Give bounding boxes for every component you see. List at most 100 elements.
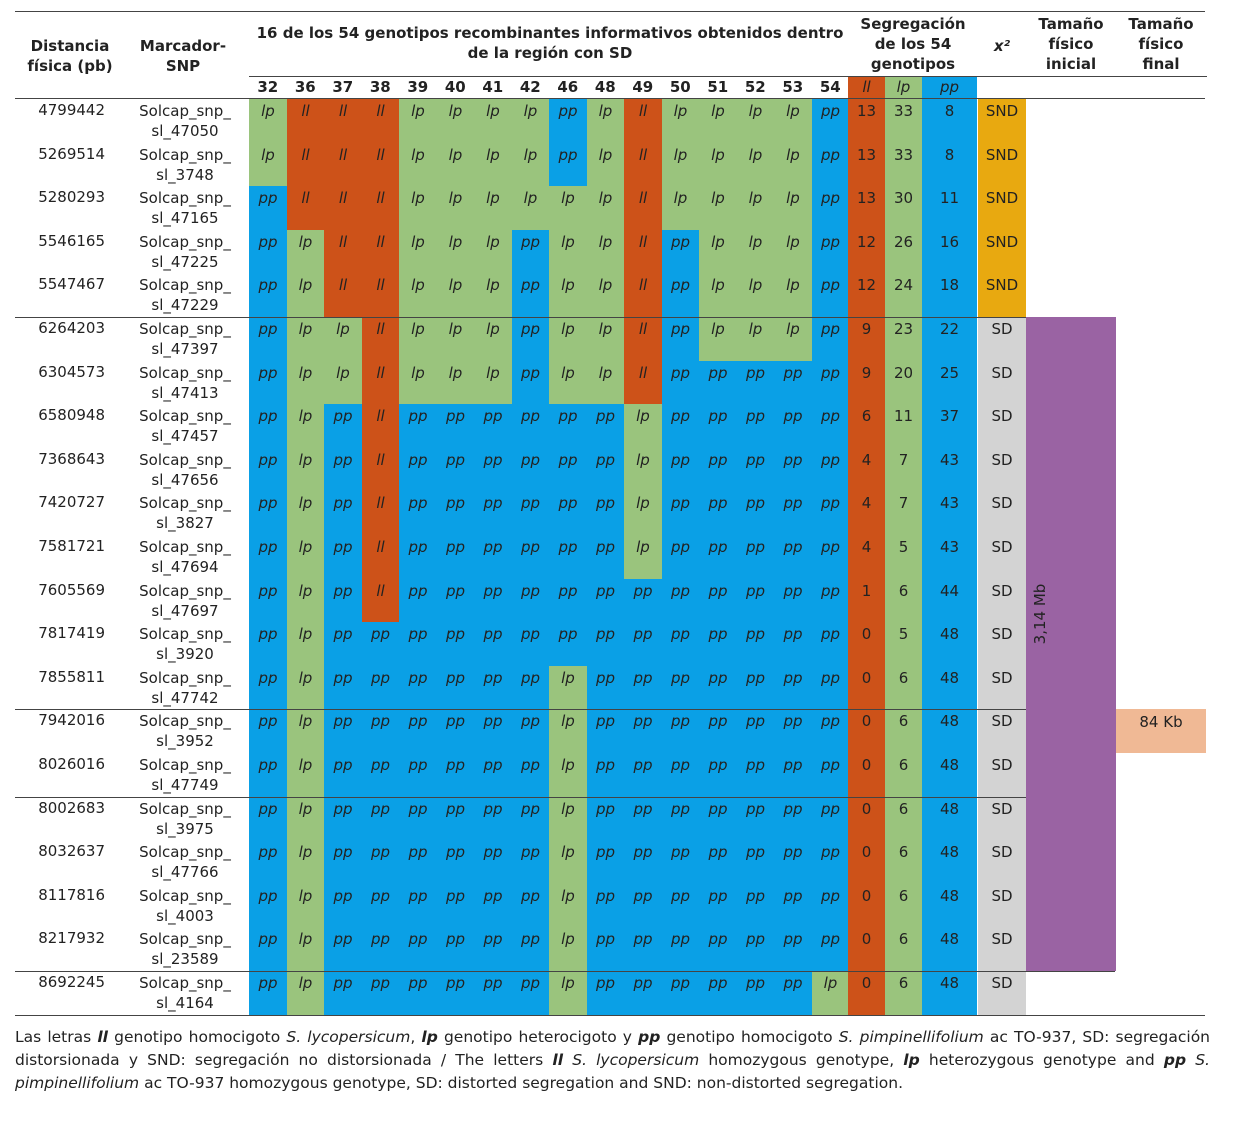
genotype-cell: lp: [549, 229, 587, 274]
chi-result: SD: [978, 883, 1026, 928]
genotype-cell: lp: [286, 709, 325, 754]
distance-value: 7855811: [38, 667, 105, 686]
genotype-cell: pp: [661, 229, 700, 274]
caption-fragment: S. lycopersicum: [286, 1028, 411, 1046]
genotype-cell: pp: [811, 883, 850, 928]
genotype-cell: pp: [699, 753, 737, 798]
rule-group: [15, 709, 1115, 711]
genotype-cell: ll: [361, 99, 400, 144]
genotype-cell: pp: [774, 360, 812, 405]
marker-line-1: Solcap_snp_: [139, 843, 231, 862]
genotype-cell: lp: [586, 186, 625, 231]
genotype-cell: lp: [399, 142, 437, 187]
genotype-cell: lp: [399, 99, 437, 144]
genotype-cell: pp: [511, 883, 550, 928]
marker-line-1: Solcap_snp_: [139, 320, 231, 338]
genotype-cell: pp: [511, 709, 550, 754]
genotype-cell: ll: [361, 273, 400, 318]
genotype-cell: lp: [286, 578, 325, 623]
genotype-cell: pp: [549, 99, 587, 144]
marker-line-1: Solcap_snp_: [139, 450, 231, 469]
chi-result: SND: [978, 142, 1026, 187]
distance-value: 5269514: [38, 144, 105, 163]
genotype-cell: ll: [324, 186, 362, 231]
genotype-cell: pp: [549, 535, 587, 580]
genotype-id: 51: [707, 78, 729, 96]
genotype-cell: pp: [361, 709, 400, 754]
genotype-cell: pp: [624, 578, 662, 623]
genotype-cell: pp: [361, 622, 400, 667]
genotype-cell: lp: [286, 665, 325, 710]
chi-result: SD: [978, 404, 1026, 449]
genotype-cell: pp: [661, 622, 700, 667]
genotype-cell: pp: [699, 883, 737, 928]
genotype-cell: pp: [774, 796, 812, 841]
segregation-count: 4: [848, 535, 885, 580]
genotype-cell: lp: [736, 317, 775, 362]
genotype-cell: pp: [474, 883, 512, 928]
segregation-count: 48: [922, 622, 977, 667]
genotype-cell: ll: [361, 491, 400, 536]
caption-fragment: homozygous genotype,: [699, 1051, 904, 1069]
genotype-cell: lp: [624, 404, 662, 449]
genotype-id: 52: [744, 78, 766, 96]
segregation-count: 0: [848, 927, 885, 972]
marker-line-2: sl_4164: [156, 994, 214, 1012]
genotype-cell: pp: [549, 404, 587, 449]
genotype-cell: pp: [586, 971, 625, 1016]
genotype-cell: ll: [624, 317, 662, 362]
segregation-count: 44: [922, 578, 977, 623]
genotype-cell: pp: [624, 971, 662, 1016]
genotype-cell: lp: [286, 317, 325, 362]
genotype-id: 46: [557, 78, 579, 96]
segregation-count: 33: [885, 142, 922, 187]
genotype-cell: ll: [361, 578, 400, 623]
genotype-cell: pp: [249, 709, 287, 754]
genotype-cell: pp: [324, 622, 362, 667]
segregation-count: 0: [848, 840, 885, 885]
segregation-count: 4: [848, 447, 885, 492]
segregation-count: 48: [922, 840, 977, 885]
genotype-cell: pp: [624, 622, 662, 667]
genotype-cell: ll: [286, 186, 325, 231]
genotype-cell: lp: [624, 491, 662, 536]
genotype-cell: pp: [774, 578, 812, 623]
genotype-cell: lp: [436, 229, 475, 274]
genotype-cell: pp: [586, 447, 625, 492]
marker-line-1: Solcap_snp_: [139, 145, 231, 164]
genotype-cell: pp: [699, 447, 737, 492]
size-initial-label: 3,14 Mb: [1031, 583, 1049, 645]
genotype-cell: ll: [361, 360, 400, 405]
segregation-count: 48: [922, 927, 977, 972]
genotype-cell: pp: [249, 578, 287, 623]
chi-result: SD: [978, 447, 1026, 492]
rule-bottom: [15, 1014, 1205, 1016]
genotype-cell: pp: [361, 796, 400, 841]
genotype-cell: ll: [624, 273, 662, 318]
caption-fragment: lp: [903, 1051, 920, 1069]
genotype-cell: lp: [474, 142, 512, 187]
genotype-cell: lp: [286, 447, 325, 492]
genotype-cell: lp: [549, 273, 587, 318]
rule-group: [15, 317, 1115, 318]
genotype-cell: pp: [249, 273, 287, 318]
genotype-cell: lp: [249, 99, 287, 144]
distance-value: 8002683: [38, 798, 105, 817]
genotype-cell: lp: [586, 142, 625, 187]
genotype-cell: pp: [811, 229, 850, 274]
genotype-cell: ll: [624, 360, 662, 405]
genotype-cell: pp: [249, 665, 287, 710]
genotype-cell: lp: [399, 186, 437, 231]
genotype-cell: pp: [474, 491, 512, 536]
genotype-cell: pp: [624, 709, 662, 754]
genotype-cell: pp: [549, 578, 587, 623]
genotype-cell: lp: [399, 229, 437, 274]
rule-header: [15, 98, 1205, 99]
genotype-cell: pp: [699, 927, 737, 972]
distance-value: 7368643: [38, 449, 105, 468]
segregation-count: 6: [885, 753, 922, 798]
chi-result: SD: [978, 622, 1026, 667]
marker-line-1: Solcap_snp_: [139, 886, 231, 905]
chi-result: SD: [978, 840, 1026, 885]
genotype-cell: lp: [286, 404, 325, 449]
